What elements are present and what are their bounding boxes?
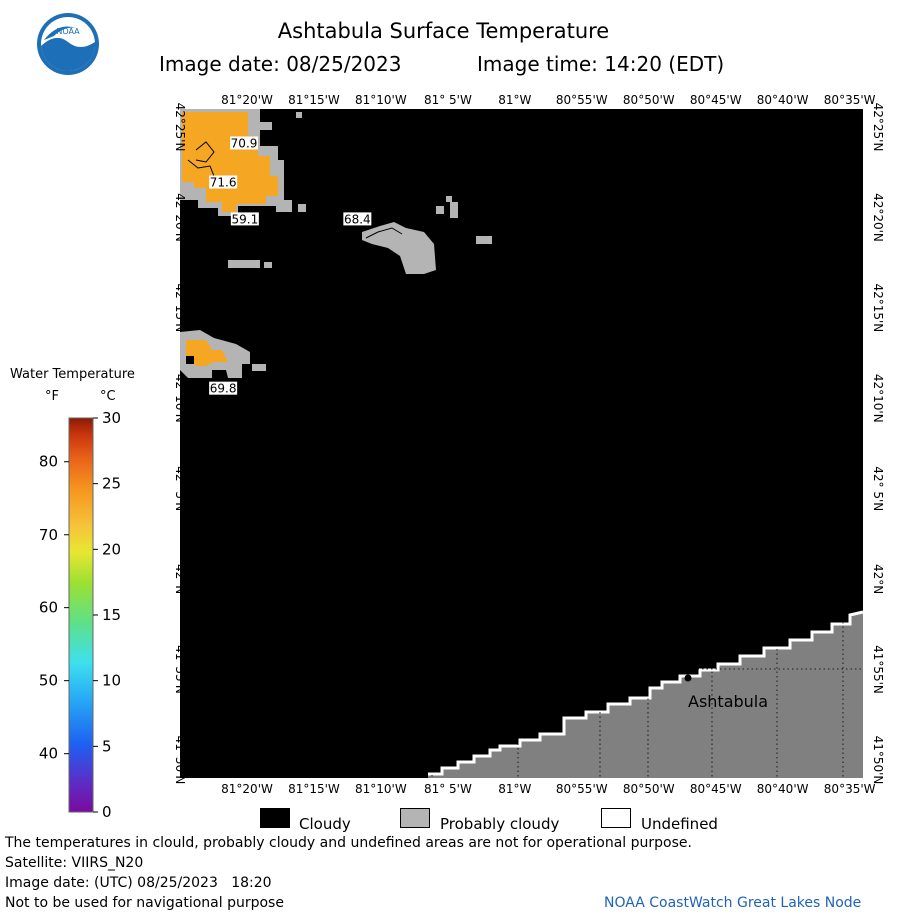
temperature-label: 69.8 (210, 382, 237, 396)
lat-label-right: 41°50'N (871, 736, 885, 785)
lon-label-bottom: 80°35'W (824, 782, 876, 796)
lon-label-top: 81°10'W (355, 93, 407, 107)
footer-satellite: Satellite: VIIRS_N20 (5, 855, 144, 871)
colorbar-label-c: 30 (102, 410, 121, 427)
footer-credit: NOAA CoastWatch Great Lakes Node (604, 895, 862, 911)
cloud-patches (180, 109, 492, 378)
lat-label-left: 41°50'N (173, 736, 187, 785)
lat-label-left: 42° 5'N (173, 466, 187, 511)
lat-label-left: 42°10'N (173, 374, 187, 423)
temperature-label-box (209, 175, 238, 189)
colorbar-label-c: 20 (102, 540, 121, 558)
image-date: Image date: 08/25/2023 (159, 52, 402, 76)
lat-label-left: 42°15'N (173, 283, 187, 332)
noaa-logo: NOAA (36, 12, 100, 76)
lat-label-right: 41°55'N (871, 645, 885, 694)
key-probably-cloudy-swatch (400, 808, 430, 828)
colorbar-label-c: 5 (102, 737, 112, 755)
image-time: Image time: 14:20 (EDT) (477, 52, 725, 76)
unit-fahrenheit: °F (45, 389, 59, 404)
lat-label-right: 42°20'N (871, 193, 885, 242)
land-area (428, 612, 863, 778)
temperature-label: 71.6 (210, 176, 237, 190)
temperature-label: 59.1 (231, 212, 258, 226)
shoreline (428, 610, 864, 776)
lon-label-top: 81°15'W (288, 93, 340, 107)
lon-label-top: 80°35'W (824, 93, 876, 107)
lon-label-top: 80°40'W (757, 93, 809, 107)
footer-disclaimer: The temperatures in clould, probably clo… (5, 835, 692, 851)
temperature-label-box (230, 212, 259, 226)
key-cloudy-swatch (260, 808, 290, 828)
colorbar-label-f: 60 (39, 599, 58, 617)
colorbar-label-f: 70 (39, 526, 58, 544)
colorbar-title: Water Temperature (10, 367, 135, 382)
colorbar-label-c: 10 (102, 672, 121, 690)
colorbar-label-c: 25 (102, 475, 121, 493)
temperature-label-box (230, 136, 259, 150)
lat-label-right: 42°10'N (871, 374, 885, 423)
key-undefined-swatch (601, 808, 631, 828)
temperature-label-box (209, 381, 238, 395)
grid-lines (180, 109, 863, 778)
lon-label-bottom: 80°50'W (623, 782, 675, 796)
key-undefined-label: Undefined (641, 815, 718, 833)
lat-label-right: 42°25'N (871, 103, 885, 152)
lon-label-bottom: 81°W (498, 782, 531, 796)
lon-label-top: 80°55'W (556, 93, 608, 107)
ashtabula-marker (684, 674, 692, 682)
lat-label-left: 42°20'N (173, 193, 187, 242)
temperature-label: 70.9 (231, 136, 258, 150)
lon-label-top: 81°20'W (221, 93, 273, 107)
lat-label-right: 42°15'N (871, 283, 885, 332)
key-cloudy-label: Cloudy (299, 815, 351, 833)
footer-utc-date: Image date: (UTC) 08/25/2023 18:20 (5, 875, 272, 891)
lat-label-left: 41°55'N (173, 645, 187, 694)
temperature-label-box (343, 212, 372, 226)
key-probably-cloudy-label: Probably cloudy (440, 815, 560, 833)
colorbar-label-c: 0 (102, 803, 112, 821)
lon-label-bottom: 81°20'W (221, 782, 273, 796)
unit-celsius: °C (100, 389, 116, 404)
temperature-label: 68.4 (344, 212, 371, 226)
lon-label-top: 80°45'W (690, 93, 742, 107)
lon-label-bottom: 81°15'W (288, 782, 340, 796)
lon-label-bottom: 80°45'W (690, 782, 742, 796)
page-title: Ashtabula Surface Temperature (277, 19, 610, 43)
ashtabula-label: Ashtabula (688, 692, 768, 711)
lon-label-bottom: 80°55'W (556, 782, 608, 796)
lat-label-right: 42°N (871, 564, 885, 594)
lon-label-bottom: 81° 5'W (424, 782, 472, 796)
colorbar-label-f: 80 (39, 453, 58, 471)
footer-nav-warning: Not to be used for navigational purpose (5, 895, 284, 911)
lon-label-top: 81° 5'W (424, 93, 472, 107)
lat-label-left: 42°25'N (173, 103, 187, 152)
logo-text: NOAA (56, 27, 80, 36)
colorbar-label-f: 40 (39, 745, 58, 763)
colorbar-label-c: 15 (102, 606, 121, 624)
lat-label-left: 42°N (173, 564, 187, 594)
lat-label-right: 42° 5'N (871, 466, 885, 511)
lon-label-top: 80°50'W (623, 93, 675, 107)
lon-label-bottom: 80°40'W (757, 782, 809, 796)
lon-label-bottom: 81°10'W (355, 782, 407, 796)
lon-label-top: 81°W (498, 93, 531, 107)
colorbar-label-f: 50 (39, 672, 58, 690)
